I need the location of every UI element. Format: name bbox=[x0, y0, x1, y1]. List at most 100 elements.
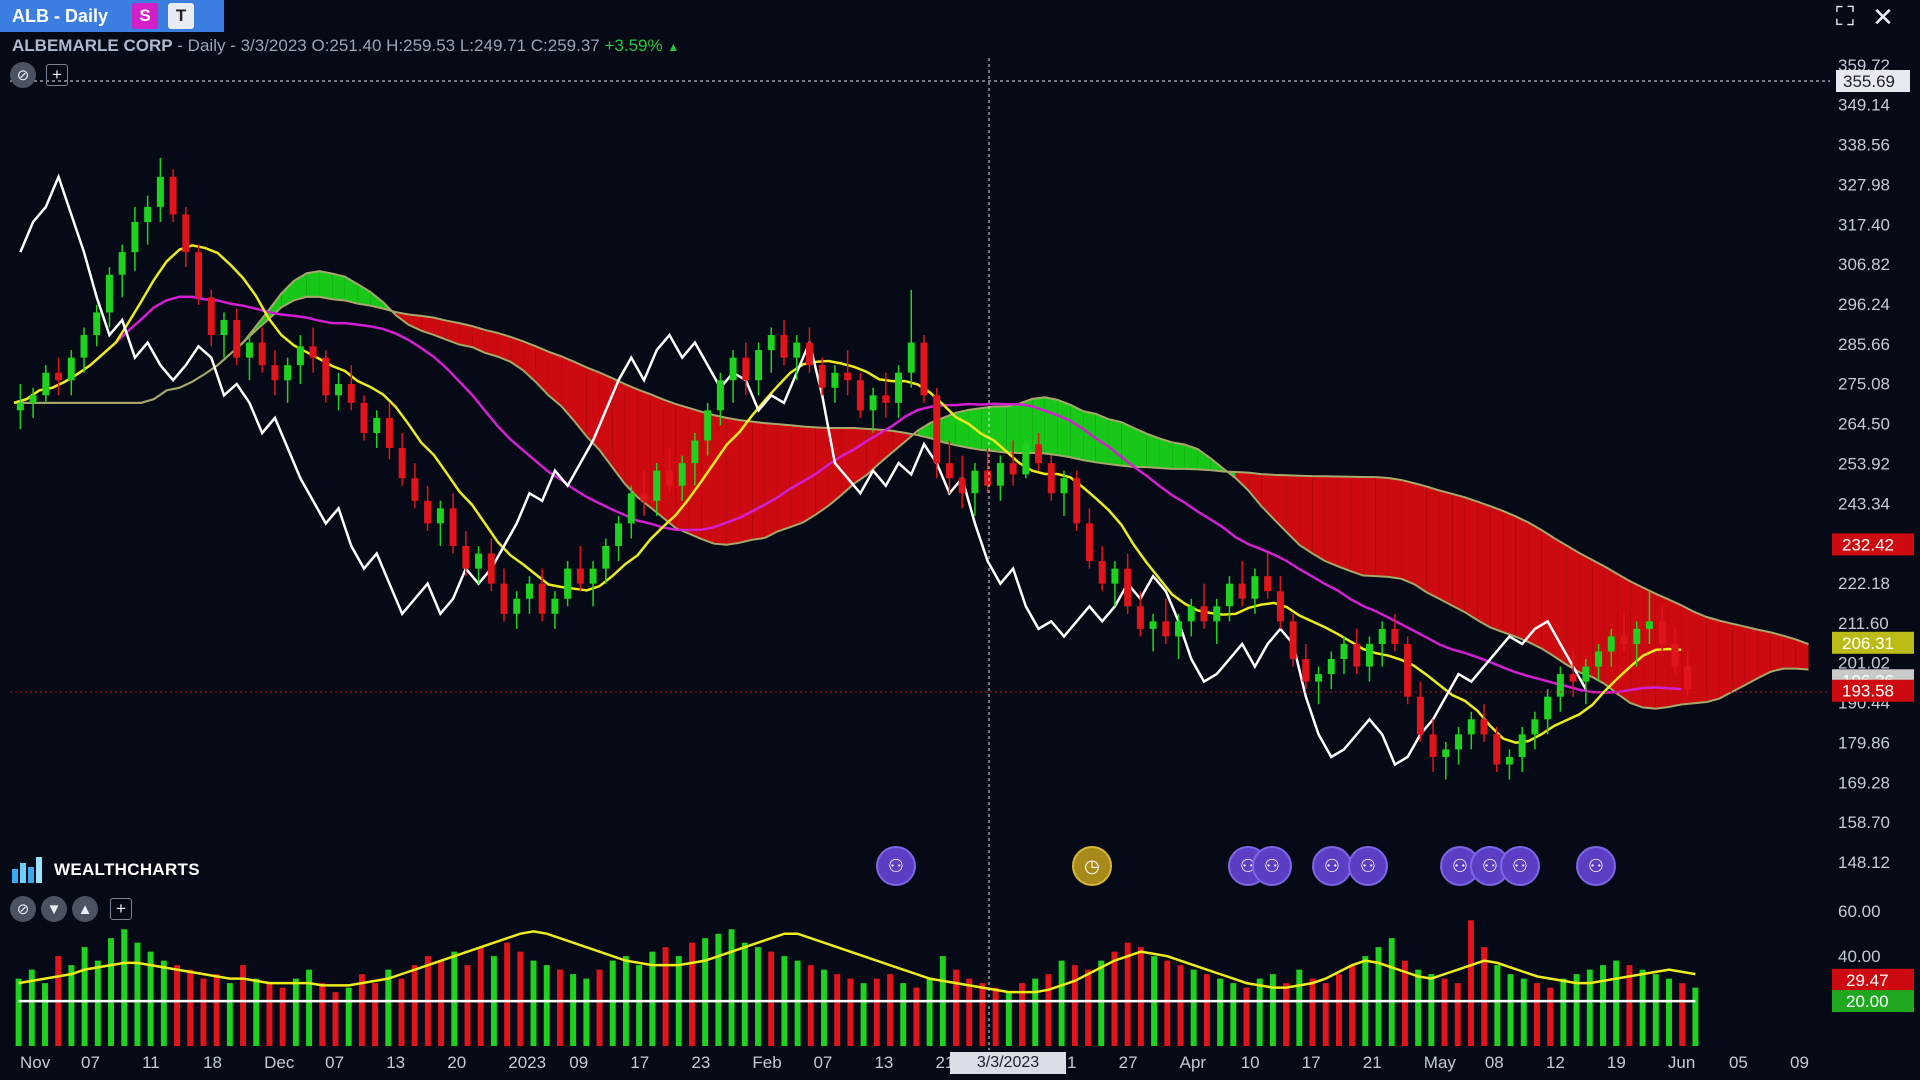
candle-body bbox=[1633, 628, 1641, 644]
maximize-icon[interactable]: ⛶ bbox=[1835, 1, 1855, 31]
date-tick-label: 13 bbox=[874, 1053, 893, 1072]
candle-body bbox=[971, 470, 979, 494]
candle-body bbox=[1047, 463, 1055, 494]
cloud-segment bbox=[1375, 477, 1389, 577]
earnings-event-icon[interactable]: ⚇ bbox=[1312, 846, 1352, 886]
candle-body bbox=[296, 346, 304, 366]
candle-body bbox=[385, 417, 393, 449]
candle-body bbox=[1213, 606, 1221, 622]
candle-body bbox=[105, 274, 113, 313]
earnings-event-icon[interactable]: ⚇ bbox=[876, 846, 916, 886]
candle-body bbox=[742, 357, 750, 381]
cloud-segment bbox=[739, 420, 753, 543]
add-indicator-icon[interactable]: + bbox=[46, 64, 68, 86]
volume-panel bbox=[15, 920, 1699, 1046]
cloud-segment bbox=[1783, 635, 1796, 669]
date-tick-label: 11 bbox=[142, 1053, 160, 1072]
earnings-event-icon[interactable]: ⚇ bbox=[1252, 846, 1292, 886]
candle-body bbox=[996, 463, 1004, 486]
cloud-segment bbox=[637, 389, 651, 508]
candle-body bbox=[767, 335, 775, 351]
candle-body bbox=[1315, 674, 1323, 682]
candle-body bbox=[42, 372, 50, 396]
candle-body bbox=[920, 342, 928, 396]
cloud-segment bbox=[1324, 476, 1338, 567]
cloud-segment bbox=[1566, 545, 1580, 673]
candle-body bbox=[755, 350, 763, 381]
cloud-segment bbox=[1044, 397, 1058, 456]
candle-body bbox=[373, 417, 381, 433]
earnings-event-icon[interactable]: ⚇ bbox=[1500, 846, 1540, 886]
candle-body bbox=[1645, 621, 1653, 629]
candle-body bbox=[1289, 621, 1297, 660]
cloud-segment bbox=[1554, 538, 1567, 665]
earnings-event-icon[interactable]: ⚇ bbox=[1348, 846, 1388, 886]
hide-volume-icon[interactable]: ⊘ bbox=[10, 896, 36, 922]
candle-body bbox=[1544, 696, 1552, 720]
earnings-event-icon[interactable]: ⚇ bbox=[1576, 846, 1616, 886]
candle-body bbox=[55, 372, 63, 381]
cloud-segment bbox=[1643, 587, 1656, 709]
candle-body bbox=[1085, 523, 1093, 562]
cloud-segment bbox=[777, 424, 791, 532]
lower-marker-box bbox=[1832, 968, 1914, 991]
candle-body bbox=[131, 222, 139, 253]
date-tick-label: 05 bbox=[1729, 1053, 1748, 1072]
hide-indicator-icon[interactable]: ⊘ bbox=[10, 62, 36, 88]
cloud-segment bbox=[1706, 617, 1720, 703]
cloud-segment bbox=[1452, 493, 1465, 613]
date-tick-label: 2023 bbox=[508, 1053, 546, 1072]
close-icon[interactable]: ✕ bbox=[1872, 1, 1894, 32]
candle-body bbox=[1136, 606, 1144, 629]
template-button[interactable]: T bbox=[168, 3, 195, 29]
volume-average-line bbox=[18, 930, 1696, 994]
candle-body bbox=[1124, 568, 1132, 607]
cloud-segment bbox=[1337, 476, 1351, 572]
cloud-segment bbox=[841, 428, 854, 496]
date-tick-label: Nov bbox=[20, 1053, 51, 1072]
cloud-segment bbox=[1095, 413, 1109, 465]
cloud-segment bbox=[815, 427, 829, 515]
lower-tick-label: 60.00 bbox=[1838, 902, 1881, 921]
lower-marker-label: 20.00 bbox=[1846, 992, 1889, 1011]
cloud-segment bbox=[1312, 476, 1325, 561]
candle-body bbox=[716, 380, 724, 411]
price-marker-label: 206.31 bbox=[1842, 634, 1894, 653]
candle-body bbox=[360, 402, 368, 433]
price-tick-label: 169.28 bbox=[1838, 773, 1890, 792]
date-axis: Nov071118Dec0713202023091723Feb071321142… bbox=[20, 1053, 1809, 1072]
candle-body bbox=[1302, 659, 1310, 682]
clock-event-icon[interactable]: ◷ bbox=[1072, 846, 1112, 886]
candle-body bbox=[156, 176, 164, 207]
lower-marker-label: 29.47 bbox=[1846, 971, 1889, 990]
candle-body bbox=[589, 568, 597, 584]
candle-body bbox=[895, 372, 903, 403]
cloud-segment bbox=[1083, 411, 1096, 463]
cloud-segment bbox=[624, 384, 638, 498]
add-panel-icon[interactable]: + bbox=[110, 898, 132, 920]
candle-body bbox=[856, 380, 864, 411]
candle-body bbox=[729, 357, 737, 381]
cloud-segment bbox=[586, 367, 600, 450]
cloud-segment bbox=[446, 320, 460, 345]
candle-body bbox=[245, 342, 253, 358]
price-tick-label: 338.56 bbox=[1838, 136, 1890, 155]
cloud-segment bbox=[1477, 501, 1491, 628]
move-up-icon[interactable]: ▲ bbox=[72, 896, 98, 922]
candle-body bbox=[1429, 734, 1437, 757]
chart-tab[interactable]: ALB - Daily S T bbox=[0, 0, 224, 32]
date-tick-label: 20 bbox=[447, 1053, 466, 1072]
candle-body bbox=[640, 493, 648, 501]
move-down-icon[interactable]: ▼ bbox=[41, 896, 67, 922]
candle-body bbox=[907, 342, 915, 373]
cloud-segment bbox=[790, 425, 804, 528]
study-button[interactable]: S bbox=[132, 3, 159, 29]
price-marker-box bbox=[1832, 533, 1914, 556]
crosshair-price-box bbox=[1836, 70, 1910, 92]
logo-text: WEALTHCHARTS bbox=[54, 860, 200, 879]
kijun-line bbox=[13, 295, 1682, 694]
candle-body bbox=[322, 357, 330, 396]
candle-body bbox=[1353, 643, 1361, 667]
cloud-segment bbox=[510, 336, 524, 371]
